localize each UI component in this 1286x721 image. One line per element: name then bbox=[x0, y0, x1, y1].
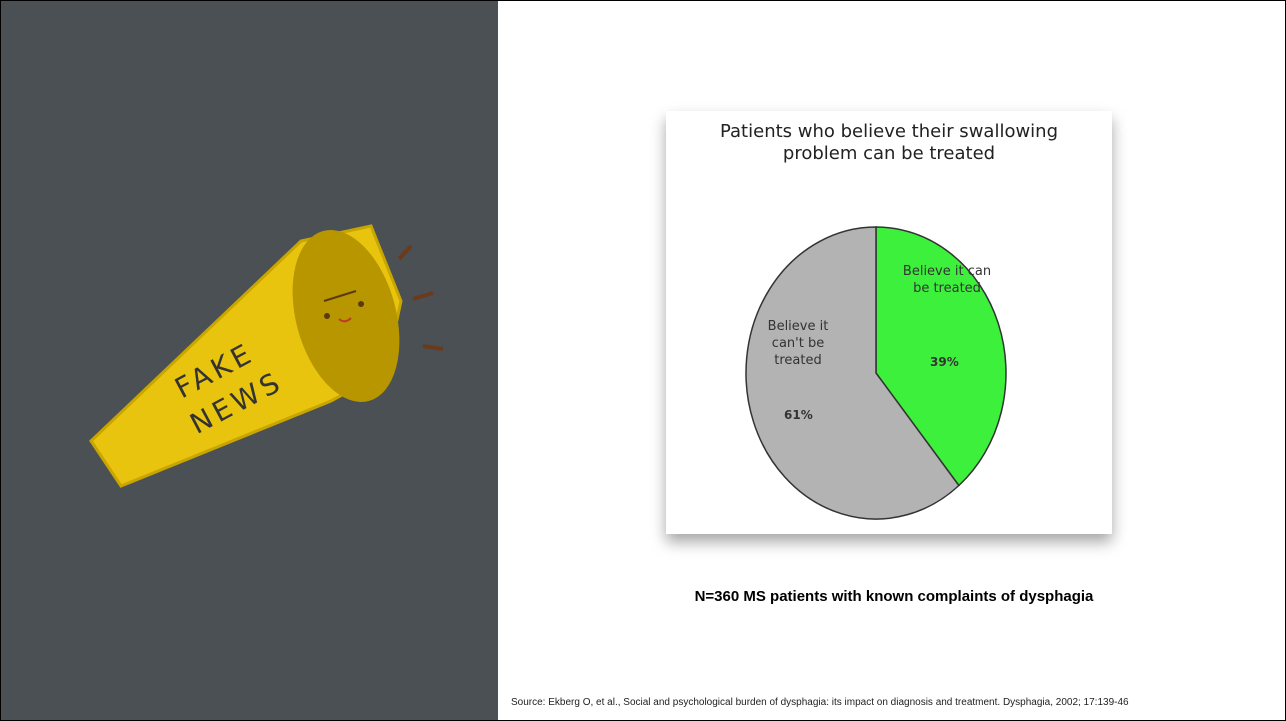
caption: N=360 MS patients with known complaints … bbox=[651, 588, 1137, 605]
slide: FAKE NEWS Patients who believe their swa… bbox=[0, 0, 1286, 721]
left-panel: FAKE NEWS bbox=[1, 1, 498, 720]
chart: Patients who believe their swallowing pr… bbox=[666, 111, 1112, 534]
slice-label: Believe it can't be treated bbox=[760, 318, 836, 369]
source: Source: Ekberg O, et al., Social and psy… bbox=[511, 697, 1129, 708]
megaphone: FAKE NEWS bbox=[1, 1, 498, 720]
slice-label: Believe it can be treated bbox=[902, 263, 992, 297]
pie bbox=[666, 111, 1112, 534]
value-label: 39% bbox=[930, 355, 959, 369]
value-label: 61% bbox=[784, 408, 813, 422]
